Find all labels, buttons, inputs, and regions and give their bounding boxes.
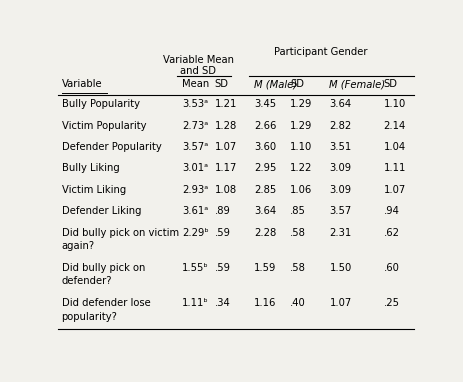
Text: 3.64: 3.64 [253,206,275,216]
Text: 2.66: 2.66 [253,121,276,131]
Text: SD: SD [214,79,228,89]
Text: Defender Liking: Defender Liking [62,206,141,216]
Text: 1.08: 1.08 [214,185,236,195]
Text: 1.22: 1.22 [289,163,312,173]
Text: 2.73ᵃ: 2.73ᵃ [181,121,208,131]
Text: Variable: Variable [62,79,102,89]
Text: .59: .59 [214,263,230,273]
Text: Victim Liking: Victim Liking [62,185,125,195]
Text: 1.07: 1.07 [214,142,236,152]
Text: 3.09: 3.09 [329,185,351,195]
Text: .94: .94 [382,206,399,216]
Text: SD: SD [382,79,397,89]
Text: 1.07: 1.07 [329,298,351,308]
Text: Victim Popularity: Victim Popularity [62,121,146,131]
Text: .58: .58 [289,263,305,273]
Text: 2.28: 2.28 [253,228,275,238]
Text: Mean: Mean [181,79,209,89]
Text: 2.85: 2.85 [253,185,275,195]
Text: Participant Gender: Participant Gender [273,47,367,57]
Text: defender?: defender? [62,277,112,286]
Text: 1.17: 1.17 [214,163,236,173]
Text: .25: .25 [382,298,399,308]
Text: 1.28: 1.28 [214,121,236,131]
Text: 3.53ᵃ: 3.53ᵃ [181,99,208,109]
Text: 3.01ᵃ: 3.01ᵃ [181,163,208,173]
Text: 1.29: 1.29 [289,99,312,109]
Text: 1.55ᵇ: 1.55ᵇ [181,263,208,273]
Text: 1.04: 1.04 [382,142,405,152]
Text: Bully Popularity: Bully Popularity [62,99,139,109]
Text: 2.14: 2.14 [382,121,405,131]
Text: .40: .40 [289,298,305,308]
Text: .58: .58 [289,228,305,238]
Text: SD: SD [289,79,303,89]
Text: 1.16: 1.16 [253,298,276,308]
Text: 3.09: 3.09 [329,163,351,173]
Text: again?: again? [62,241,94,251]
Text: 1.21: 1.21 [214,99,236,109]
Text: Did defender lose: Did defender lose [62,298,150,308]
Text: 2.82: 2.82 [329,121,351,131]
Text: M (Male): M (Male) [253,79,296,89]
Text: 2.31: 2.31 [329,228,351,238]
Text: .62: .62 [382,228,399,238]
Text: .59: .59 [214,228,230,238]
Text: popularity?: popularity? [62,312,117,322]
Text: Defender Popularity: Defender Popularity [62,142,161,152]
Text: 1.11: 1.11 [382,163,405,173]
Text: .34: .34 [214,298,230,308]
Text: Bully Liking: Bully Liking [62,163,119,173]
Text: 1.07: 1.07 [382,185,405,195]
Text: Variable Mean
and SD: Variable Mean and SD [163,55,233,76]
Text: .60: .60 [382,263,399,273]
Text: 2.95: 2.95 [253,163,276,173]
Text: 1.59: 1.59 [253,263,276,273]
Text: 3.45: 3.45 [253,99,275,109]
Text: 3.57: 3.57 [329,206,351,216]
Text: 3.64: 3.64 [329,99,351,109]
Text: 3.61ᵃ: 3.61ᵃ [181,206,208,216]
Text: 1.29: 1.29 [289,121,312,131]
Text: 1.06: 1.06 [289,185,312,195]
Text: 1.10: 1.10 [382,99,405,109]
Text: 2.29ᵇ: 2.29ᵇ [181,228,208,238]
Text: 3.57ᵃ: 3.57ᵃ [181,142,208,152]
Text: 3.60: 3.60 [253,142,275,152]
Text: 1.11ᵇ: 1.11ᵇ [181,298,208,308]
Text: 1.10: 1.10 [289,142,312,152]
Text: Did bully pick on: Did bully pick on [62,263,144,273]
Text: 2.93ᵃ: 2.93ᵃ [181,185,208,195]
Text: 1.50: 1.50 [329,263,351,273]
Text: .85: .85 [289,206,305,216]
Text: .89: .89 [214,206,230,216]
Text: 3.51: 3.51 [329,142,351,152]
Text: Did bully pick on victim: Did bully pick on victim [62,228,178,238]
Text: M (Female): M (Female) [329,79,385,89]
